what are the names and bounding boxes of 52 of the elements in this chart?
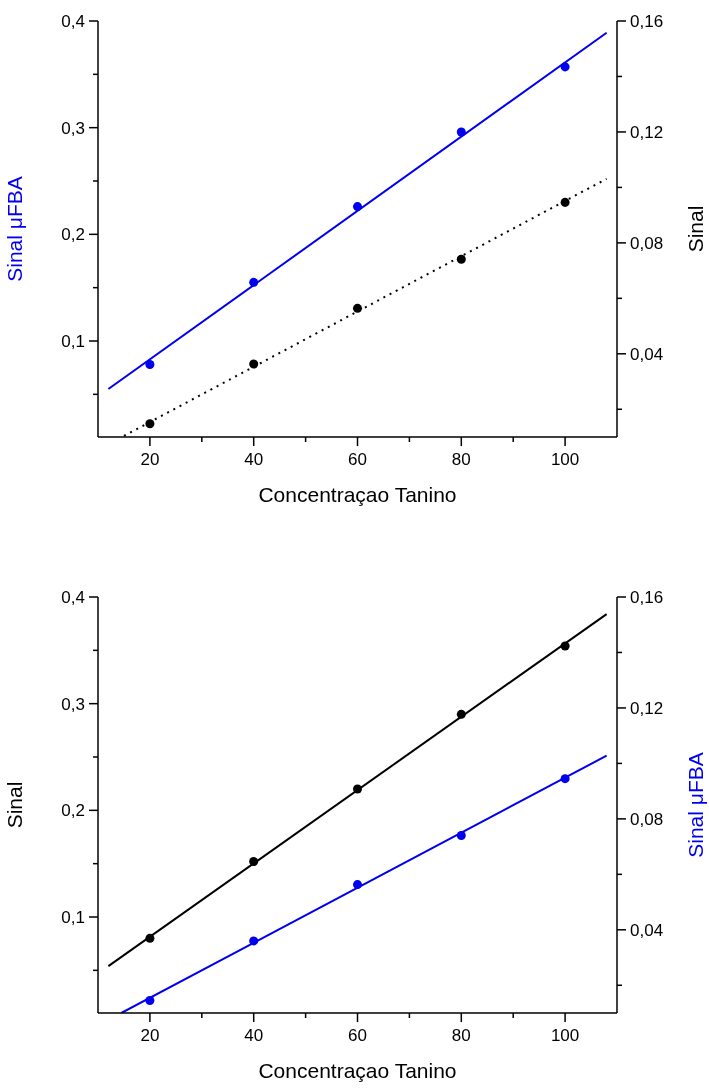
y2-tick-label: 0,04 xyxy=(630,920,664,940)
x-tick-label: 40 xyxy=(244,450,264,469)
point xyxy=(352,880,363,890)
x-tick-label: 20 xyxy=(140,450,160,469)
x-tick-label: 60 xyxy=(348,450,367,469)
point xyxy=(145,359,155,369)
y-tick-label: 0,3 xyxy=(61,118,85,138)
y2-tick-label: 0,12 xyxy=(630,698,664,718)
point xyxy=(456,709,466,719)
y2-tick-label: 0,12 xyxy=(630,122,664,142)
y-tick-label: 0,4 xyxy=(61,12,85,31)
y2-axis-title: Sinal xyxy=(684,205,707,253)
point xyxy=(456,127,466,137)
point xyxy=(145,933,155,943)
y-tick-label: 0,2 xyxy=(61,225,85,245)
y2-tick-label: 0,04 xyxy=(630,344,664,364)
y-tick-label: 0,4 xyxy=(61,588,85,607)
point xyxy=(456,831,466,841)
x-tick-label: 80 xyxy=(451,450,471,469)
y2-tick-label: 0,08 xyxy=(630,809,664,829)
x-axis-title: Concentraçao Tanino xyxy=(258,483,457,506)
x-tick-label: 100 xyxy=(550,450,580,469)
point xyxy=(145,419,155,429)
point xyxy=(249,359,259,369)
point xyxy=(456,254,466,264)
point xyxy=(145,996,155,1006)
point xyxy=(560,197,570,207)
point xyxy=(249,277,259,287)
y2-tick-label: 0,16 xyxy=(630,588,664,607)
y2-axis-title: Sinal μFBA xyxy=(684,752,707,858)
point xyxy=(352,202,363,212)
x-tick-label: 20 xyxy=(140,1026,160,1045)
y2-tick-label: 0,16 xyxy=(630,12,664,31)
y-tick-label: 0,1 xyxy=(61,332,85,351)
y-tick-label: 0,3 xyxy=(61,694,85,714)
point xyxy=(249,936,259,946)
point xyxy=(249,857,259,867)
y-tick-label: 0,1 xyxy=(61,908,85,927)
x-tick-label: 40 xyxy=(244,1026,264,1045)
point xyxy=(560,641,570,651)
point xyxy=(352,303,363,313)
y2-tick-label: 0,08 xyxy=(630,233,664,253)
x-axis-title: Concentraçao Tanino xyxy=(258,1059,457,1082)
point xyxy=(560,62,570,72)
point xyxy=(560,774,570,784)
x-tick-label: 100 xyxy=(550,1026,580,1045)
y-tick-label: 0,2 xyxy=(61,801,85,821)
x-tick-label: 80 xyxy=(451,1026,471,1045)
point xyxy=(352,784,363,794)
y-axis-title: Sinal μFBA xyxy=(3,176,26,282)
x-tick-label: 60 xyxy=(348,1026,367,1045)
y-axis-title: Sinal xyxy=(3,781,26,829)
